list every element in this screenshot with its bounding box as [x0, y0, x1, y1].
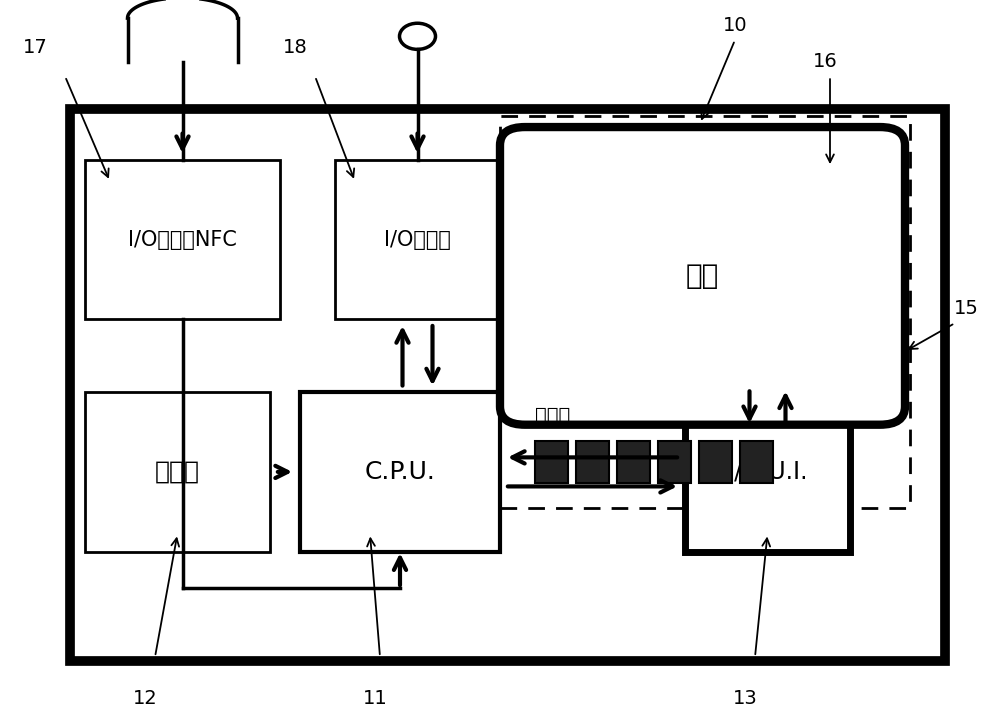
Text: 11: 11 — [363, 689, 387, 708]
Text: 16: 16 — [813, 52, 837, 71]
Text: 13: 13 — [733, 689, 757, 708]
FancyBboxPatch shape — [617, 441, 650, 483]
FancyBboxPatch shape — [699, 441, 732, 483]
Text: 12: 12 — [133, 689, 157, 708]
Text: 10: 10 — [723, 16, 747, 35]
FancyBboxPatch shape — [85, 392, 270, 552]
Text: I/O U.I.: I/O U.I. — [727, 460, 808, 484]
Text: 小键盘: 小键盘 — [535, 406, 570, 425]
FancyBboxPatch shape — [70, 109, 945, 661]
FancyBboxPatch shape — [85, 160, 280, 319]
Text: 屏幕: 屏幕 — [686, 262, 719, 290]
Text: 存储器: 存储器 — [155, 460, 200, 484]
FancyBboxPatch shape — [576, 441, 609, 483]
FancyBboxPatch shape — [535, 441, 568, 483]
FancyBboxPatch shape — [500, 127, 905, 425]
FancyBboxPatch shape — [658, 441, 691, 483]
FancyBboxPatch shape — [740, 441, 773, 483]
Text: I/O无线电NFC: I/O无线电NFC — [128, 229, 237, 250]
Text: 18: 18 — [283, 38, 307, 57]
FancyBboxPatch shape — [685, 392, 850, 552]
Text: 15: 15 — [954, 299, 978, 318]
FancyBboxPatch shape — [300, 392, 500, 552]
Text: 17: 17 — [23, 38, 47, 57]
FancyBboxPatch shape — [335, 160, 500, 319]
Text: C.P.U.: C.P.U. — [365, 460, 435, 484]
Text: I/O无线电: I/O无线电 — [384, 229, 451, 250]
